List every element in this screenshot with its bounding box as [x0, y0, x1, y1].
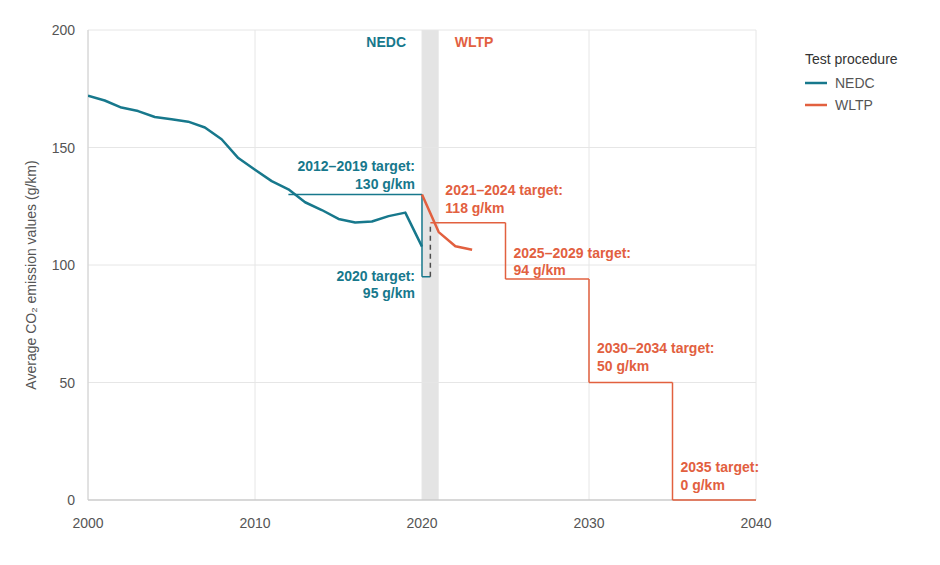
region-label: WLTP — [455, 34, 494, 50]
x-grid-line — [422, 30, 423, 500]
legend-title: Test procedure — [805, 51, 898, 67]
target-step — [505, 223, 507, 279]
target-line — [506, 278, 590, 280]
x-tick-label: 2040 — [740, 515, 771, 531]
x-grid-line — [589, 30, 590, 500]
y-tick-label: 150 — [52, 140, 76, 156]
target-label: 94 g/km — [514, 262, 566, 278]
target-label: 2021–2024 target: — [445, 182, 563, 198]
target-step — [421, 195, 423, 277]
target-line — [288, 194, 422, 196]
legend-label: WLTP — [835, 97, 873, 113]
x-tick-label: 2020 — [406, 515, 437, 531]
target-label: 130 g/km — [355, 176, 415, 192]
target-label: 2012–2019 target: — [297, 158, 415, 174]
x-tick-label: 2010 — [239, 515, 270, 531]
target-step — [430, 223, 432, 277]
target-step — [672, 383, 674, 501]
y-tick-label: 200 — [52, 22, 76, 38]
target-label: 50 g/km — [597, 358, 649, 374]
x-grid-line — [88, 30, 89, 500]
plot-marks — [88, 96, 756, 500]
x-tick-label: 2000 — [72, 515, 103, 531]
target-step — [588, 279, 590, 382]
y-axis — [88, 30, 89, 500]
y-grid-line — [88, 500, 756, 501]
target-line — [422, 276, 430, 278]
y-tick-label: 0 — [67, 492, 75, 508]
y-axis-label: Average CO₂ emission values (g/km) — [23, 160, 39, 389]
target-label: 95 g/km — [363, 285, 415, 301]
target-label: 2025–2029 target: — [514, 245, 632, 261]
x-axis — [88, 500, 756, 501]
y-tick-label: 50 — [59, 375, 75, 391]
series-line — [88, 96, 422, 247]
x-grid-line — [756, 30, 757, 500]
chart: 0 50 100 150 200 2000 2010 2020 2030 2040 Average … — [0, 0, 940, 565]
x-tick-label: 2030 — [573, 515, 604, 531]
target-label: 0 g/km — [681, 477, 725, 493]
target-line — [673, 499, 757, 501]
legend-swatch — [805, 82, 827, 85]
target-label: 2020 target: — [336, 268, 415, 284]
region-label: NEDC — [366, 34, 406, 50]
target-line — [430, 222, 505, 224]
y-tick-label: 100 — [52, 257, 76, 273]
legend-label: NEDC — [835, 75, 875, 91]
x-grid-line — [255, 30, 256, 500]
target-label: 2035 target: — [681, 459, 760, 475]
target-line — [589, 382, 673, 384]
legend-swatch — [805, 104, 827, 107]
target-label: 2030–2034 target: — [597, 340, 715, 356]
target-label: 118 g/km — [445, 200, 504, 216]
